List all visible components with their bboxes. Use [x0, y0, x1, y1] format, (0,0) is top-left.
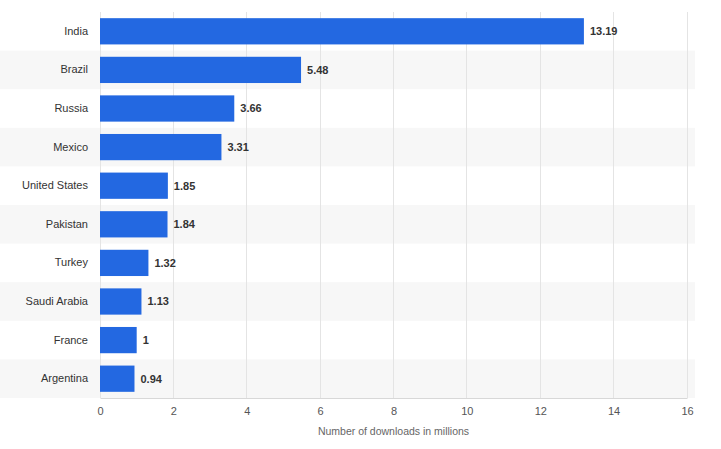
tick: 14 [608, 398, 620, 417]
grid-line [540, 12, 541, 398]
tick: 6 [318, 398, 324, 417]
grid [100, 12, 687, 398]
tick-label: France [54, 334, 88, 346]
tick: 4 [244, 398, 250, 417]
tick: India [64, 25, 100, 37]
tick: United States [22, 179, 100, 191]
tick-label: Mexico [53, 141, 88, 153]
tick: 12 [535, 398, 547, 417]
bar [100, 211, 168, 237]
grid-line [687, 12, 688, 398]
tick-label: 0 [97, 405, 103, 417]
data-label: 1.84 [174, 218, 196, 230]
bar [100, 134, 221, 160]
bar [100, 95, 234, 121]
tick: 0 [97, 398, 103, 417]
tick-label: 10 [461, 405, 473, 417]
tick-label: Saudi Arabia [26, 295, 89, 307]
tick: 8 [391, 398, 397, 417]
tick-label: Brazil [60, 63, 88, 75]
tick-label: Pakistan [46, 218, 88, 230]
tick-label: India [64, 25, 89, 37]
tick: 10 [461, 398, 473, 417]
tick: Pakistan [46, 218, 100, 230]
bars [100, 18, 584, 392]
tick-label: 12 [535, 405, 547, 417]
grid-line [466, 12, 467, 398]
tick-label: Russia [54, 102, 89, 114]
bar [100, 288, 141, 314]
bar [100, 18, 584, 44]
row-stripe [0, 282, 695, 321]
tick-label: United States [22, 179, 89, 191]
x-axis: 0 2 4 6 8 10 12 14 16 [97, 398, 693, 417]
row-stripe [0, 51, 695, 90]
grid-line [613, 12, 614, 398]
tick-label: 8 [391, 405, 397, 417]
grid-line [393, 12, 394, 398]
tick: 2 [171, 398, 177, 417]
tick: France [54, 334, 100, 346]
axis-title: Number of downloads in millions [318, 425, 469, 437]
data-label: 3.31 [227, 141, 248, 153]
tick-label: Turkey [55, 256, 89, 268]
tick-label: 2 [171, 405, 177, 417]
tick-label: 16 [681, 405, 693, 417]
data-label: 1.85 [174, 180, 195, 192]
bar [100, 366, 134, 392]
data-label: 5.48 [307, 64, 328, 76]
bar [100, 250, 148, 276]
bar [100, 173, 168, 199]
tick: Saudi Arabia [26, 295, 100, 307]
data-labels: 13.19 5.48 3.66 3.31 1.85 1.84 1.32 1.13 1 0.94 [140, 25, 617, 384]
tick-label: Argentina [41, 372, 89, 384]
data-label: 1.13 [147, 295, 168, 307]
data-label: 0.94 [140, 373, 162, 385]
tick: Mexico [53, 141, 100, 153]
tick: Argentina [41, 372, 100, 384]
data-label: 13.19 [590, 25, 618, 37]
data-label: 1.32 [154, 257, 175, 269]
tick: 16 [681, 398, 693, 417]
data-label: 3.66 [240, 102, 261, 114]
row-stripe [0, 359, 695, 398]
tick: Turkey [55, 256, 100, 268]
tick: Russia [54, 102, 100, 114]
tick-label: 14 [608, 405, 620, 417]
axis-line [101, 398, 688, 399]
bar [100, 327, 137, 353]
row-stripes [0, 51, 695, 398]
tick: Brazil [60, 63, 100, 75]
tick-label: 4 [244, 405, 250, 417]
chart: 13.19 5.48 3.66 3.31 1.85 1.84 1.32 1.13 1 0.94 0 2… [0, 0, 721, 449]
tick-label: 6 [318, 405, 324, 417]
y-axis: India Brazil Russia Mexico United States Paki… [22, 25, 100, 384]
row-stripe [0, 128, 695, 167]
bar [100, 57, 301, 83]
data-label: 1 [143, 334, 149, 346]
row-stripe [0, 205, 695, 244]
